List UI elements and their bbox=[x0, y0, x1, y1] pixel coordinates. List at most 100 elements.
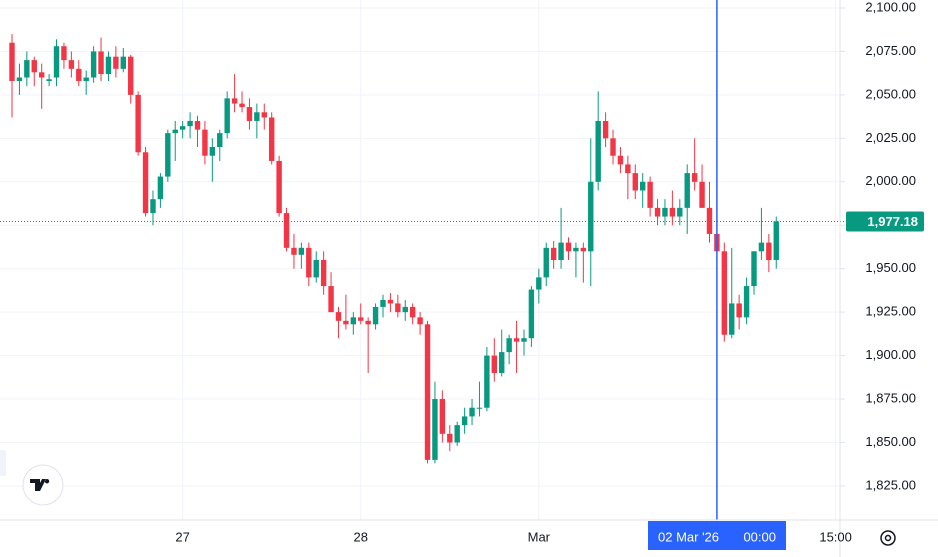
candle-body bbox=[105, 56, 112, 75]
crosshair-date: 02 Mar '26 bbox=[658, 529, 719, 544]
y-tick-label: 1,925.00 bbox=[865, 304, 916, 319]
candle-body bbox=[424, 324, 431, 460]
crosshair-time: 00:00 bbox=[743, 529, 776, 544]
settings-gear-center bbox=[884, 534, 892, 542]
candle-body bbox=[328, 286, 334, 313]
candle-body bbox=[625, 164, 631, 174]
y-tick-label: 1,850.00 bbox=[865, 434, 916, 449]
candles bbox=[0, 0, 846, 520]
candle-body bbox=[135, 94, 141, 153]
candle-body bbox=[662, 207, 668, 217]
candle-body bbox=[98, 51, 104, 75]
last-price-label: 1,977.18 bbox=[867, 214, 918, 229]
candle-body bbox=[202, 129, 208, 156]
candle-body bbox=[61, 46, 67, 61]
candle-body bbox=[246, 107, 253, 121]
candle-body bbox=[291, 247, 297, 255]
x-tick-label: 28 bbox=[354, 529, 368, 544]
settings-button[interactable] bbox=[880, 530, 896, 546]
candle-body bbox=[743, 286, 750, 318]
candle-body bbox=[543, 247, 549, 278]
candle-body bbox=[677, 207, 683, 217]
logo-mark bbox=[30, 479, 50, 491]
candle-body bbox=[729, 303, 735, 335]
candle-body bbox=[640, 181, 646, 191]
candle-body bbox=[721, 251, 728, 335]
candle-body bbox=[432, 399, 438, 460]
candle-body bbox=[751, 251, 757, 287]
candle-body bbox=[68, 60, 75, 69]
candle-body bbox=[602, 120, 609, 139]
candle-body bbox=[610, 138, 616, 156]
scroll-handle[interactable] bbox=[0, 450, 6, 476]
y-tick-label: 1,825.00 bbox=[865, 477, 916, 492]
candle-body bbox=[499, 352, 505, 373]
candle-body bbox=[484, 355, 490, 408]
candle-body bbox=[588, 181, 594, 252]
candle-body bbox=[313, 260, 319, 278]
candle-body bbox=[580, 247, 587, 252]
candle-body bbox=[128, 56, 134, 95]
candle-body bbox=[476, 407, 483, 409]
candle-body bbox=[224, 98, 230, 134]
candle-body bbox=[409, 306, 416, 318]
y-tick-label: 2,100.00 bbox=[865, 0, 916, 14]
candle-body bbox=[461, 416, 468, 426]
candle-body bbox=[395, 303, 401, 313]
candle-body bbox=[617, 155, 624, 165]
candle-body bbox=[217, 133, 223, 148]
candle-body bbox=[157, 176, 164, 200]
candle-body bbox=[758, 242, 765, 252]
candle-body bbox=[536, 277, 542, 290]
candle-body bbox=[261, 112, 267, 118]
candle-body bbox=[231, 98, 238, 104]
y-tick-label: 1,900.00 bbox=[865, 347, 916, 362]
candle-body bbox=[179, 126, 186, 130]
candle-body bbox=[90, 51, 97, 78]
candle-body bbox=[773, 221, 779, 260]
candle-body bbox=[76, 68, 82, 81]
candle-body bbox=[142, 152, 149, 214]
tradingview-logo[interactable] bbox=[22, 464, 64, 506]
candle-body bbox=[320, 260, 327, 287]
candle-body bbox=[654, 207, 661, 217]
candle-body bbox=[506, 338, 512, 353]
candle-body bbox=[16, 77, 23, 81]
x-tick-label: Mar bbox=[528, 529, 551, 544]
candle-body bbox=[120, 56, 126, 69]
candle-body bbox=[9, 42, 15, 81]
candle-body bbox=[269, 117, 275, 161]
candle-body bbox=[454, 425, 460, 443]
y-tick-label: 1,950.00 bbox=[865, 260, 916, 275]
candle-body bbox=[343, 320, 349, 325]
candle-body bbox=[521, 338, 527, 342]
candle-body bbox=[113, 56, 119, 69]
candle-body bbox=[380, 299, 386, 307]
candle-body bbox=[283, 213, 290, 248]
candle-body bbox=[439, 399, 446, 434]
candle-body bbox=[565, 242, 572, 252]
y-tick-label: 2,025.00 bbox=[865, 130, 916, 145]
candle-body bbox=[528, 289, 535, 339]
candle-body bbox=[298, 247, 305, 255]
last-price-box bbox=[846, 211, 924, 232]
candle-body bbox=[402, 306, 408, 313]
axes: 1,825.00 1,850.00 1,875.00 1,900.00 1,925.00… bbox=[175, 0, 924, 550]
candle-body bbox=[306, 247, 312, 278]
candle-body bbox=[254, 112, 260, 121]
candle-body bbox=[447, 433, 453, 443]
candle-body bbox=[387, 299, 394, 304]
x-tick-label: 27 bbox=[175, 529, 189, 544]
candle-body bbox=[706, 207, 713, 234]
candle-body bbox=[335, 312, 342, 321]
candle-body bbox=[209, 147, 216, 156]
candle-body bbox=[595, 120, 601, 182]
candle-body bbox=[736, 303, 742, 318]
candle-body bbox=[187, 120, 193, 127]
candle-body bbox=[573, 247, 579, 252]
candle-body bbox=[172, 129, 178, 134]
settings-gear[interactable] bbox=[880, 530, 896, 546]
candle-body bbox=[699, 181, 705, 208]
x-tick-label: 15:00 bbox=[819, 529, 852, 544]
